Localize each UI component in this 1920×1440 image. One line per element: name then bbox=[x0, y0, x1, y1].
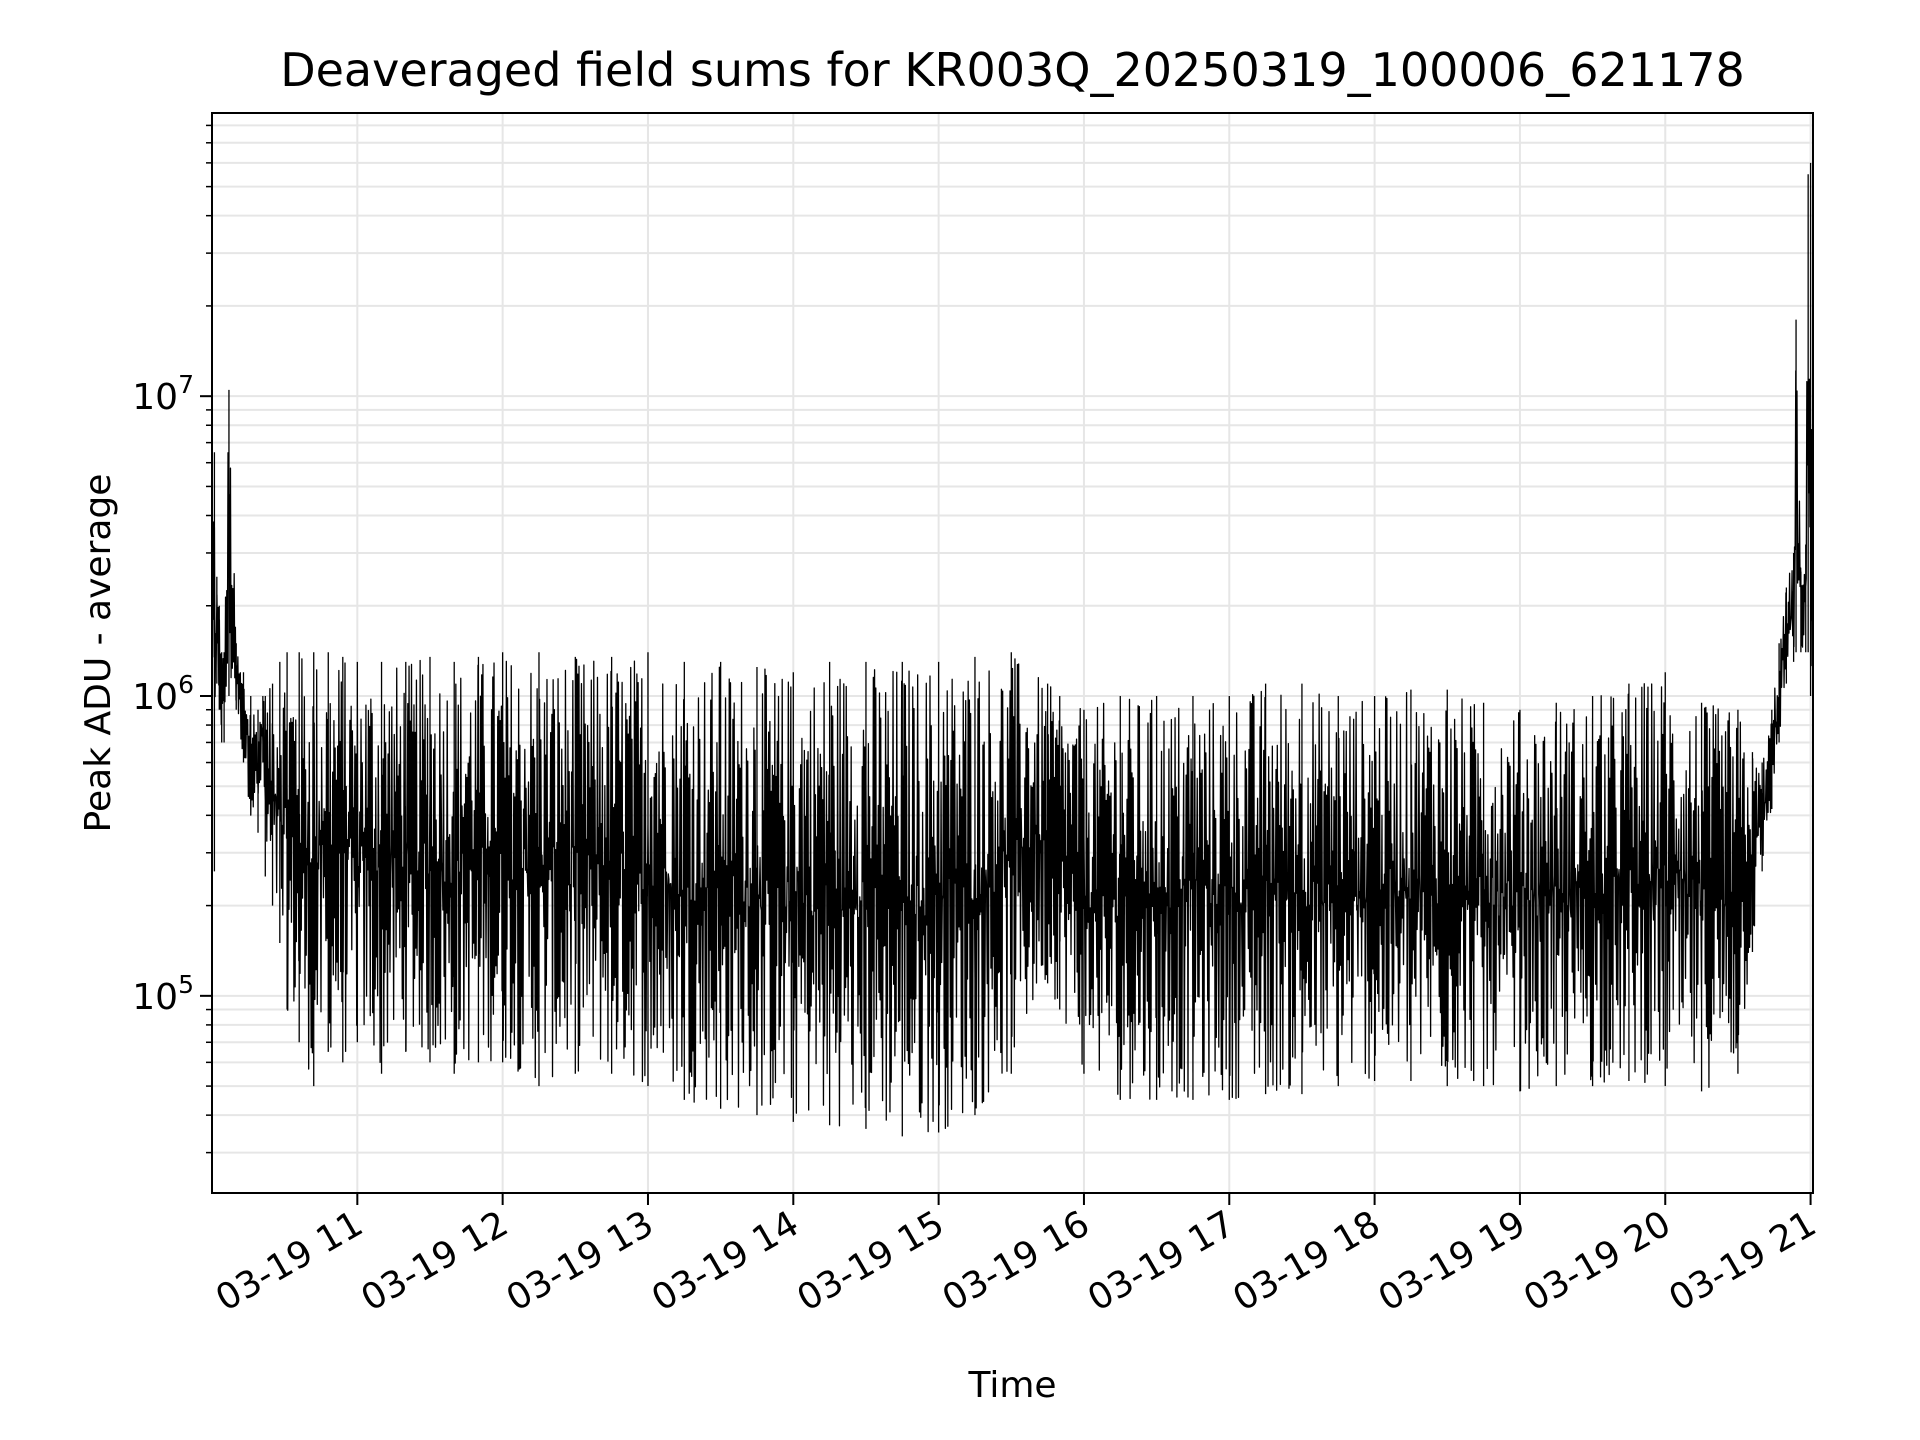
chart-title: Deaveraged field sums for KR003Q_2025031… bbox=[280, 43, 1745, 97]
x-axis-label: Time bbox=[967, 1365, 1056, 1406]
y-tick-exponent: 5 bbox=[178, 970, 194, 999]
series-line bbox=[211, 162, 1814, 1137]
y-tick-exponent: 7 bbox=[178, 370, 194, 399]
series-layer bbox=[211, 162, 1814, 1137]
y-tick-label: 107 bbox=[132, 370, 194, 418]
y-tick-base: 10 bbox=[132, 377, 178, 418]
y-tick-label: 105 bbox=[132, 970, 194, 1018]
y-axis-label: Peak ADU - average bbox=[78, 474, 119, 833]
plot-frame bbox=[211, 112, 1814, 1194]
y-tick-label: 106 bbox=[132, 670, 194, 718]
y-tick-base: 10 bbox=[132, 677, 178, 718]
y-tick-base: 10 bbox=[132, 977, 178, 1018]
y-tick-exponent: 6 bbox=[178, 670, 194, 699]
